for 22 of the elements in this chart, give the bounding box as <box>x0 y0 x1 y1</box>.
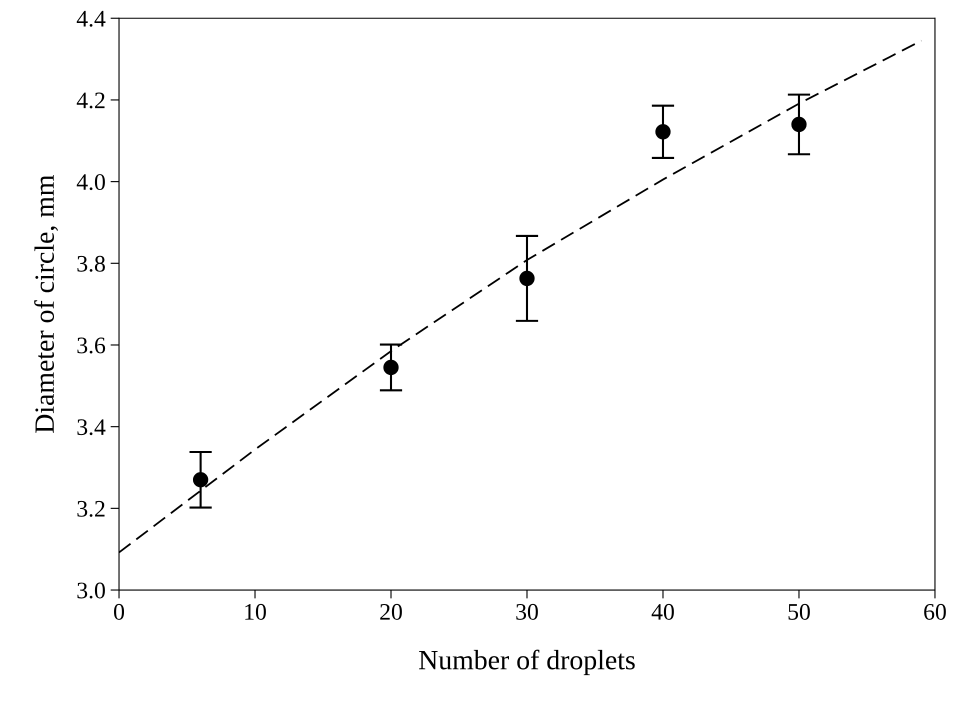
y-tick-label: 3.2 <box>77 500 105 517</box>
x-tick-label: 0 <box>114 604 124 620</box>
y-tick-label: 3.8 <box>77 256 105 272</box>
x-tick-label: 10 <box>245 604 266 620</box>
point <box>655 124 671 140</box>
y-axis-title: Diameter of circle, mm <box>34 175 58 433</box>
y-tick-label: 4.2 <box>76 92 105 108</box>
y-tick-label: 3.4 <box>77 419 106 436</box>
point <box>791 116 807 132</box>
x-tick-label: 20 <box>380 604 402 620</box>
x-tick-label: 50 <box>788 604 810 620</box>
y-tick-label: 3.0 <box>77 582 105 599</box>
point <box>519 270 535 286</box>
point <box>383 360 399 376</box>
y-tick-label: 3.6 <box>77 338 106 354</box>
point <box>192 472 208 488</box>
y-tick-label: 4.0 <box>76 174 105 190</box>
x-tick-label: 60 <box>924 604 946 620</box>
y-tick-label: 4.4 <box>76 10 106 27</box>
x-tick-label: 30 <box>516 604 538 620</box>
x-tick-label: 40 <box>652 604 674 620</box>
x-axis-title: Number of droplets <box>419 650 635 676</box>
